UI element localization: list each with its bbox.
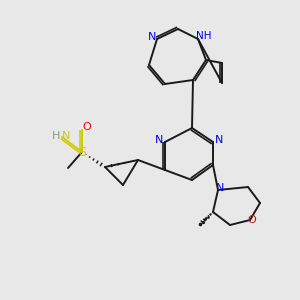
Text: NH: NH bbox=[196, 31, 212, 41]
Text: H: H bbox=[52, 131, 60, 141]
Text: S: S bbox=[78, 146, 86, 160]
Text: N: N bbox=[215, 135, 223, 145]
Text: O: O bbox=[82, 122, 91, 132]
Text: N: N bbox=[62, 131, 70, 141]
Text: N: N bbox=[155, 135, 163, 145]
Text: O: O bbox=[248, 215, 256, 225]
Text: N: N bbox=[148, 32, 156, 42]
Text: N: N bbox=[216, 183, 224, 193]
